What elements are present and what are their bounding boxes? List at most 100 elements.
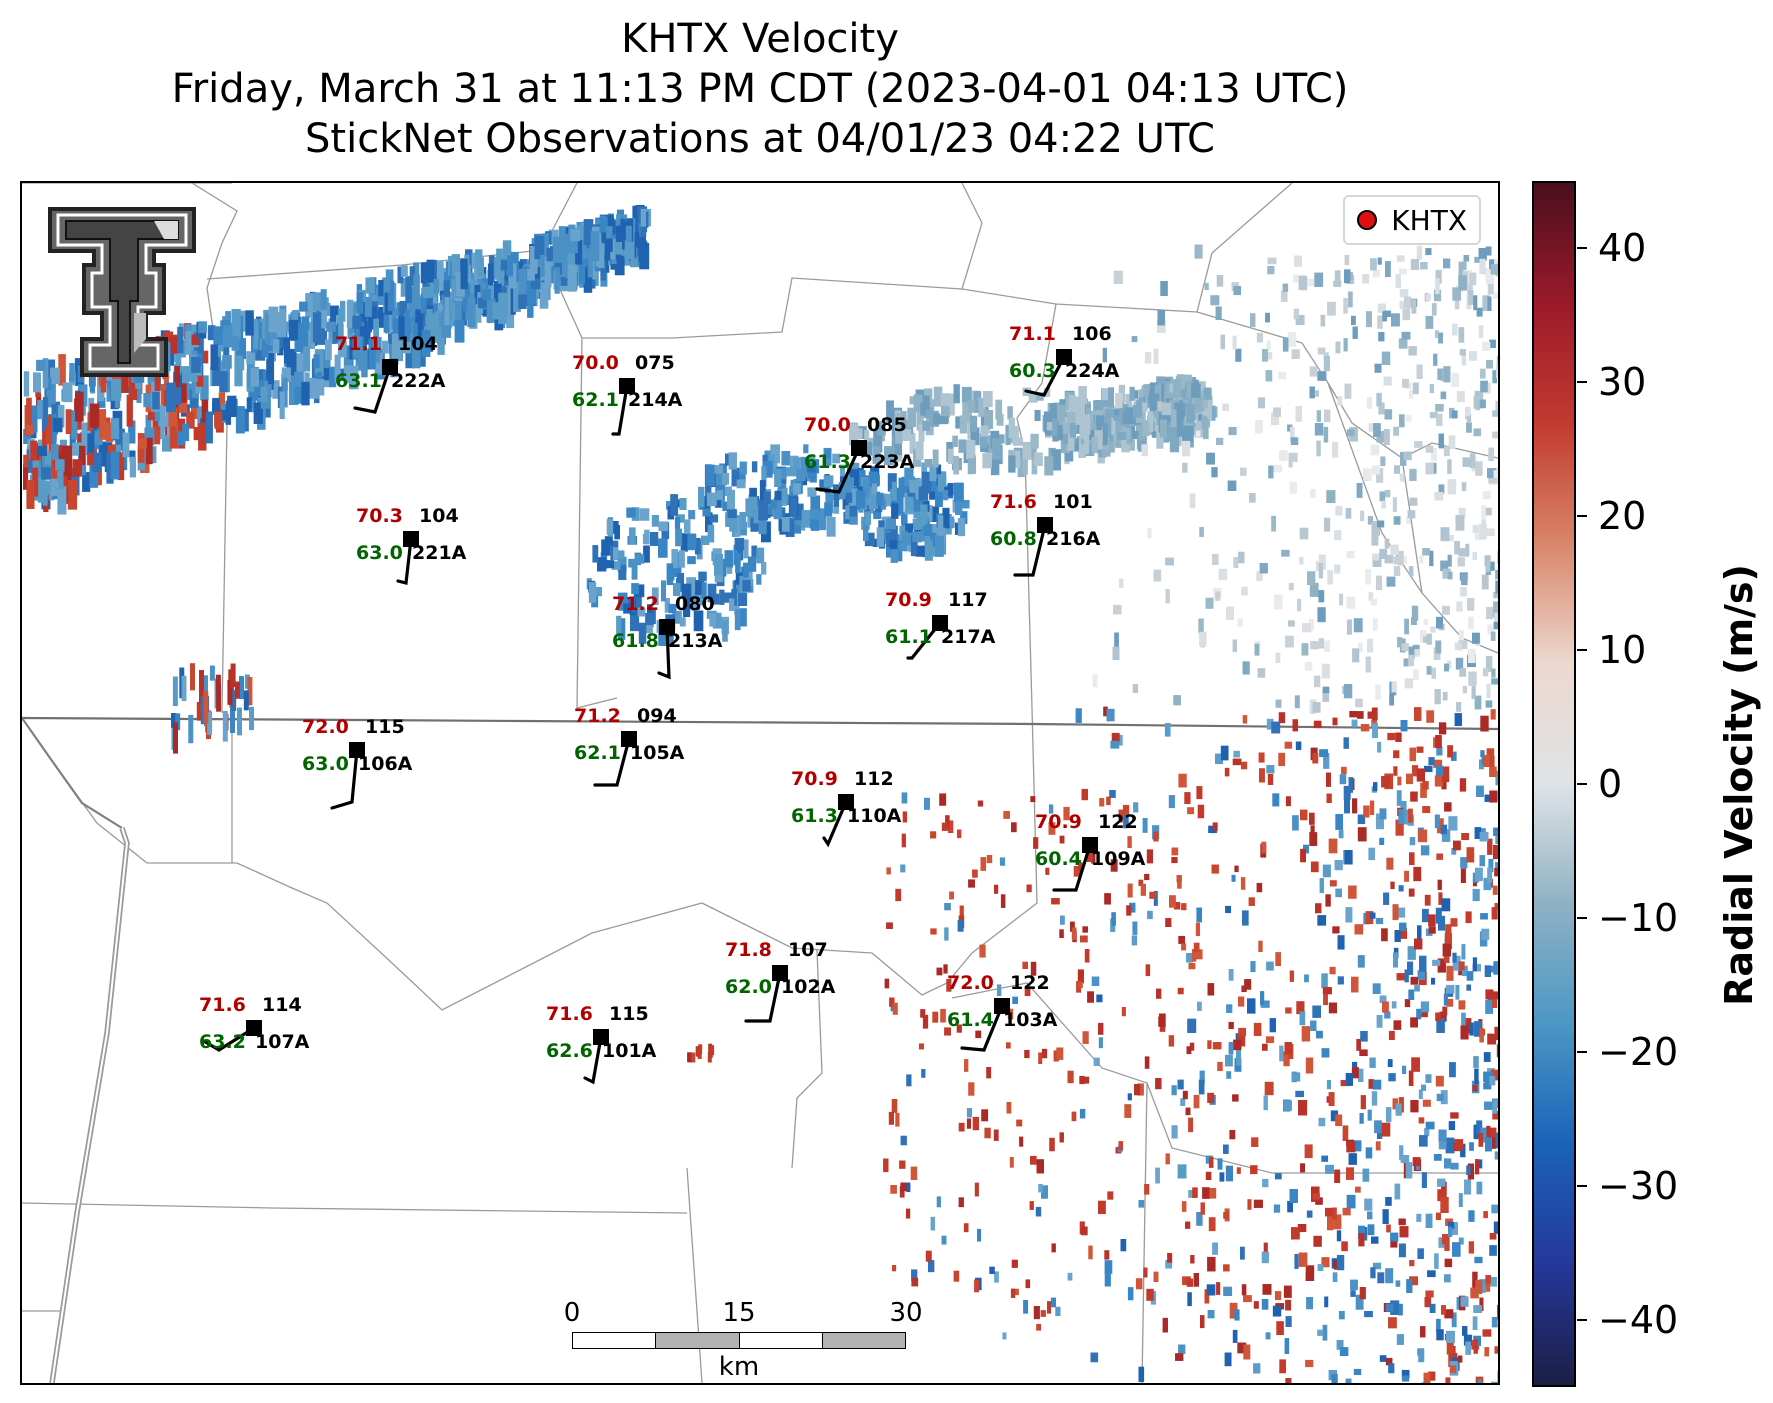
station-temperature: 71.2 (612, 593, 659, 615)
wind-barb (1024, 355, 1066, 397)
station-temperature: 72.0 (302, 716, 349, 738)
wind-barb (353, 365, 392, 414)
wind-barb (960, 1004, 1004, 1052)
colorbar-tick-label: 10 (1598, 628, 1647, 672)
station-id: 214A (628, 389, 683, 411)
station-marker[interactable] (994, 998, 1010, 1014)
scale-bar: 0 15 30 km (564, 1298, 923, 1382)
station-id: 106A (358, 753, 413, 775)
station-marker[interactable] (619, 378, 635, 394)
station-pressure: 115 (609, 1003, 649, 1025)
wind-barb (396, 537, 413, 585)
colorbar (1532, 181, 1576, 1387)
station-pressure: 075 (635, 352, 675, 374)
station-marker[interactable] (932, 615, 948, 631)
station-id: 213A (668, 630, 723, 652)
wind-barb (330, 748, 359, 810)
station-marker[interactable] (838, 794, 854, 810)
radar-site-marker-icon (1357, 210, 1378, 230)
map-panel[interactable]: KHTX 71.1 104 63.1 222A 70.0 075 62.1 214A 71.1 1… (20, 181, 1500, 1385)
station-temperature: 71.6 (990, 491, 1037, 513)
station-marker[interactable] (403, 531, 419, 547)
map-canvas (22, 183, 1498, 1383)
colorbar-tick-mark (1577, 649, 1587, 651)
wind-barb (1013, 523, 1047, 577)
station-marker[interactable] (851, 440, 867, 456)
station-pressure: 115 (365, 716, 405, 738)
scalebar-segment (822, 1332, 906, 1349)
texas-tech-logo-icon (44, 203, 204, 387)
station-marker[interactable] (593, 1029, 609, 1045)
scalebar-segment (655, 1332, 740, 1349)
station-id: 102A (781, 976, 836, 998)
station-pressure: 106 (1072, 323, 1112, 345)
wind-barb (593, 737, 631, 787)
station-marker[interactable] (659, 619, 675, 635)
station-pressure: 085 (867, 414, 907, 436)
station-temperature: 71.6 (199, 994, 246, 1016)
title-line-3: StickNet Observations at 04/01/23 04:22 … (305, 116, 1215, 162)
station-temperature: 71.2 (574, 705, 621, 727)
station-id: 224A (1065, 360, 1120, 382)
legend-label: KHTX (1391, 203, 1467, 237)
station-pressure: 117 (948, 589, 988, 611)
colorbar-tick-mark (1577, 515, 1587, 517)
wind-barb (200, 1026, 256, 1052)
station-id: 103A (1003, 1009, 1058, 1031)
radar-velocity-echoes (23, 205, 1498, 1383)
colorbar-tick-mark (1577, 1319, 1587, 1321)
colorbar-tick-mark (1577, 1051, 1587, 1053)
station-marker[interactable] (382, 359, 398, 375)
station-dewpoint: 63.2 (199, 1031, 246, 1053)
station-temperature: 71.1 (335, 333, 382, 355)
station-id: 216A (1046, 528, 1101, 550)
station-id: 223A (860, 451, 915, 473)
colorbar-tick-label: −40 (1598, 1298, 1679, 1342)
colorbar-tick-mark (1577, 247, 1587, 249)
wind-barb (611, 384, 629, 436)
station-marker[interactable] (621, 731, 637, 747)
wind-barb (906, 621, 942, 660)
station-dewpoint: 62.6 (546, 1040, 593, 1062)
station-dewpoint: 63.0 (302, 753, 349, 775)
wind-barb (744, 971, 782, 1023)
station-marker[interactable] (1082, 837, 1098, 853)
colorbar-tick-mark (1577, 1185, 1587, 1187)
station-dewpoint: 63.1 (335, 370, 382, 392)
scalebar-tick-0: 0 (563, 1298, 581, 1328)
station-pressure: 122 (1098, 811, 1138, 833)
map-title: KHTX Velocity Friday, March 31 at 11:13 … (0, 14, 1520, 164)
station-marker[interactable] (1037, 517, 1053, 533)
station-markers (246, 349, 1098, 1045)
scalebar-segment (572, 1332, 656, 1349)
station-temperature: 70.0 (804, 414, 851, 436)
station-dewpoint: 63.0 (356, 542, 403, 564)
station-marker[interactable] (1056, 349, 1072, 365)
wind-barbs (200, 355, 1092, 1085)
state-boundary (22, 716, 1498, 731)
wind-barb (657, 625, 671, 680)
colorbar-tick-label: −30 (1598, 1164, 1679, 1208)
station-marker[interactable] (246, 1020, 262, 1036)
title-line-2: Friday, March 31 at 11:13 PM CDT (2023-0… (171, 66, 1349, 112)
station-id: 105A (630, 742, 685, 764)
colorbar-tick-mark (1577, 917, 1587, 919)
station-temperature: 70.9 (1035, 811, 1082, 833)
station-pressure: 107 (788, 939, 828, 961)
station-dewpoint: 60.3 (1009, 360, 1056, 382)
station-marker[interactable] (349, 742, 365, 758)
station-id: 109A (1091, 848, 1146, 870)
station-dewpoint: 61.3 (791, 805, 838, 827)
station-temperature: 71.6 (546, 1003, 593, 1025)
station-dewpoint: 61.4 (947, 1009, 994, 1031)
colorbar-tick-label: −10 (1598, 896, 1679, 940)
colorbar-tick-label: 20 (1598, 494, 1647, 538)
station-marker[interactable] (772, 965, 788, 981)
station-dewpoint: 60.8 (990, 528, 1037, 550)
wind-barb (583, 1035, 603, 1085)
station-id: 222A (391, 370, 446, 392)
scalebar-tick-2: 30 (889, 1298, 923, 1328)
station-dewpoint: 61.3 (804, 451, 851, 473)
station-id: 221A (412, 542, 467, 564)
scalebar-tick-1: 15 (722, 1298, 756, 1328)
